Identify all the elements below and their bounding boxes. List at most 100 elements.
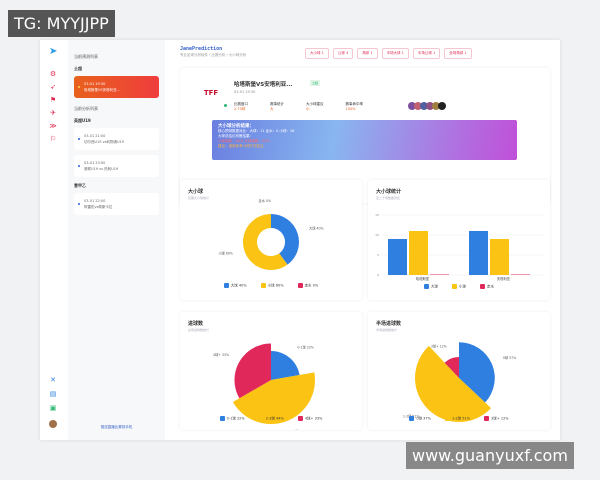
- chart-legend: 0-1球 22% 2-3球 44% 4球+ 33%: [180, 416, 362, 422]
- chart-title: 大小球: [188, 189, 204, 195]
- card-title: 阿雷佐vs佩斯卡拉: [84, 205, 113, 209]
- push-link[interactable]: 推送直播比赛到手机: [100, 425, 133, 429]
- bar-走水[interactable]: [511, 274, 530, 276]
- card-title: 哈塔斯堡VS安塔利亚...: [84, 88, 120, 92]
- match-stats: 比赛盘口 2.75球 赛事统计大 大小球建议小 赛事命中率 100%: [234, 102, 363, 112]
- chart-legend: 0球 37% 1-2球 51% 3球+ 12%: [368, 416, 550, 422]
- x-tick-label: 安塔利亚: [497, 276, 511, 281]
- over-under-bar-panel: 大小球统计 近二十场数据对比 0 5 10 15 哈塔斯堡 安塔利亚 大球 小球 走水: [368, 180, 550, 300]
- match-card[interactable]: 03-01 21:00 切尔西U19 vs利物浦U19: [74, 128, 159, 150]
- tab-over-under[interactable]: 大小球 1: [305, 48, 329, 59]
- pie-slice-4球+[interactable]: [234, 343, 272, 399]
- analysis-banner: 大小球分析结果： 核心预测数据对比：大球：11 走水：0 小球：16 大球总结论…: [212, 120, 517, 160]
- slice-label: 小球 60%: [218, 250, 232, 255]
- chart-legend: 大球 小球 走水: [368, 284, 550, 290]
- chart-subtitle: 半场进球数统计: [376, 328, 398, 332]
- flag-outline-icon[interactable]: ⚐: [49, 135, 57, 143]
- sidebar: 当前预测列表 土超 03-01 19:30 哈塔斯堡VS安塔利亚... 当前分析列…: [68, 40, 165, 440]
- league-logo: TFF: [203, 89, 219, 97]
- bar-小球[interactable]: [490, 239, 509, 275]
- app-window: ➤ ⚙ ➶ ⚑ ✈ ≫ ⚐ ✕ ▤ ▣ 当前预测列表 土超 03-01 19:3…: [40, 40, 560, 440]
- legend-item[interactable]: 1-2球 51%: [444, 416, 470, 422]
- bar-走水[interactable]: [430, 274, 449, 276]
- chart-title: 大小球统计: [376, 189, 402, 195]
- bar-大球[interactable]: [388, 239, 407, 275]
- legend-item[interactable]: 大球 40%: [223, 283, 247, 289]
- expert-avatars[interactable]: [408, 102, 446, 110]
- league-group[interactable]: 英超U19: [74, 118, 91, 123]
- pie-slice-大球[interactable]: [271, 214, 299, 265]
- slice-label: 2-3球 44%: [290, 429, 307, 430]
- icon-rail: ➤ ⚙ ➶ ⚑ ✈ ≫ ⚐ ✕ ▤ ▣: [40, 40, 68, 440]
- slice-label: 0球 37%: [503, 355, 516, 360]
- paper-plane-icon[interactable]: ➤: [49, 46, 58, 57]
- league-badge: 土超: [310, 80, 321, 86]
- legend-item[interactable]: 3球+ 12%: [484, 416, 509, 422]
- pie-slice-0球[interactable]: [459, 342, 495, 403]
- legend-item[interactable]: 大球: [424, 284, 438, 290]
- tab-bar: 大小球 1 让球 4 角球 1 半场大球 1 半场让球 1 全场角球 1: [305, 48, 472, 59]
- y-tick-label: 10: [375, 233, 379, 237]
- y-tick-label: 0: [377, 273, 379, 277]
- slice-label: 3球+ 12%: [431, 343, 447, 348]
- match-card-active[interactable]: 03-01 19:30 哈塔斯堡VS安塔利亚...: [74, 76, 159, 98]
- share-icon[interactable]: ≫: [49, 122, 57, 130]
- rocket-icon[interactable]: ✈: [50, 109, 56, 117]
- rose-chart: 0球 37% 1-2球 51% 3球+ 12%: [403, 342, 516, 422]
- legend-item[interactable]: 2-3球 44%: [258, 416, 284, 422]
- rose-chart: 0-1球 22% 2-3球 44% 4球+ 33%: [213, 343, 315, 430]
- tool-icon[interactable]: ✕: [50, 376, 56, 384]
- legend-item[interactable]: 小球: [452, 284, 466, 290]
- match-card[interactable]: 03-01 23:00 曼联U19 vs 热刺U19: [74, 155, 159, 177]
- stat: 比赛盘口 2.75球: [234, 102, 248, 111]
- legend-item[interactable]: 4球+ 33%: [297, 416, 322, 422]
- tab-handicap[interactable]: 让球 4: [332, 48, 354, 59]
- flag-icon[interactable]: ⚑: [49, 96, 57, 104]
- pie-slice-0-1球[interactable]: [271, 351, 300, 380]
- legend-item[interactable]: 0球 37%: [409, 416, 431, 422]
- half-goals-pie-panel: 半场进球数 半场进球数统计 0球 37% 1-2球 51% 3球+ 12% 0球 3…: [368, 312, 550, 430]
- tab-half-over[interactable]: 半场大球 1: [381, 48, 409, 59]
- card-time: 03-01 19:30: [84, 82, 106, 86]
- avatar[interactable]: [49, 420, 57, 428]
- match-card[interactable]: 03-01 22:00 阿雷佐vs佩斯卡拉: [74, 193, 159, 215]
- card-time: 03-01 23:00: [84, 161, 106, 165]
- main-content: JanePrediction 专业足球分析软件 / 比赛分析 / 大小球分析 大…: [170, 40, 560, 440]
- legend-item[interactable]: 0-1球 22%: [219, 416, 245, 422]
- pie-slice-小球[interactable]: [243, 214, 288, 270]
- tab-half-handicap[interactable]: 半场让球 1: [412, 48, 441, 59]
- pie-slice-2-3球[interactable]: [232, 372, 315, 424]
- legend-item[interactable]: 小球 60%: [260, 283, 284, 289]
- brand-title: JanePrediction: [180, 46, 223, 52]
- tab-full-corners[interactable]: 全场角球 1: [444, 48, 472, 59]
- slice-label: 4球+ 33%: [213, 352, 229, 357]
- document-icon[interactable]: ▤: [49, 390, 57, 398]
- soccer-icon[interactable]: ⚙: [49, 70, 57, 78]
- stat: 赛事统计大: [270, 102, 284, 111]
- card-time: 03-01 21:00: [84, 134, 106, 138]
- match-time: 03-01 19:30: [234, 90, 256, 94]
- league-group[interactable]: 土超: [74, 66, 82, 71]
- match-title: 哈塔斯堡VS安塔利亚...: [234, 82, 293, 88]
- chart-title: 进球数: [188, 321, 204, 327]
- watermark-site: www.guanyuxf.com: [406, 442, 574, 469]
- bar-大球[interactable]: [469, 231, 488, 275]
- chart-subtitle: 全场进球数统计: [188, 328, 210, 332]
- bar-小球[interactable]: [409, 231, 428, 275]
- goals-pie-panel: 进球数 全场进球数统计 0-1球 22% 2-3球 44% 4球+ 33% 0-1球…: [180, 312, 362, 430]
- chart-subtitle: 近期大小球统计: [188, 196, 210, 200]
- pie-slice-3球+[interactable]: [444, 356, 459, 378]
- slice-label: 大球 40%: [309, 226, 323, 231]
- card-title: 切尔西U19 vs利物浦U19: [84, 140, 125, 144]
- chat-icon[interactable]: ▣: [49, 404, 57, 412]
- pie-slice-1-2球[interactable]: [415, 345, 492, 422]
- chart-subtitle: 近二十场数据对比: [376, 196, 401, 200]
- league-group[interactable]: 意甲乙: [74, 183, 86, 188]
- legend-item[interactable]: 走水: [480, 284, 494, 290]
- chart-legend: 大球 40% 小球 60% 走水 0%: [180, 283, 362, 289]
- slice-label: 0-1球 22%: [297, 345, 314, 350]
- card-time: 03-01 22:00: [84, 199, 106, 203]
- send-icon[interactable]: ➶: [50, 83, 56, 91]
- tab-corners[interactable]: 角球 1: [357, 48, 378, 59]
- legend-item[interactable]: 走水 0%: [297, 283, 318, 289]
